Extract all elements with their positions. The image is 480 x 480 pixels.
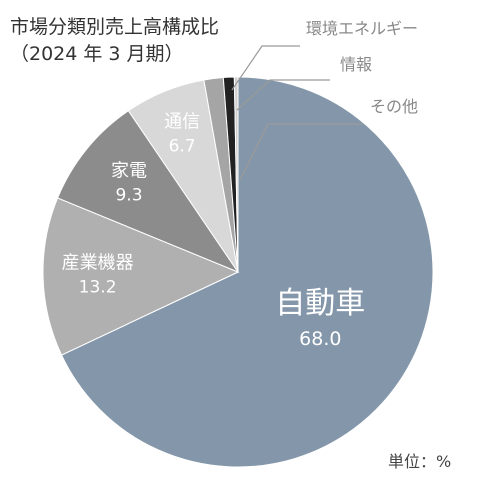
slice-label-other: その他 (370, 97, 418, 116)
leader-line-environment-energy (231, 45, 300, 91)
chart-title-line1: 市場分類別売上高構成比 (10, 16, 220, 38)
pie-slice-other (233, 76, 239, 273)
slice-value-industrial-equipment: 13.2 (79, 278, 117, 298)
slice-label-environment-energy: 環境エネルギー (306, 19, 418, 38)
slice-label-home-appliances: 家電 (111, 161, 147, 182)
chart-title: 市場分類別売上高構成比 （2024 年 3 月期） (10, 14, 219, 68)
unit-label: 単位：% (388, 452, 452, 471)
slice-value-automotive: 68.0 (299, 328, 341, 350)
pie-slice-automotive (60, 76, 434, 468)
slice-label-telecommunications: 通信 (164, 112, 200, 133)
leader-line-information (236, 79, 330, 111)
slice-label-industrial-equipment: 産業機器 (62, 253, 134, 274)
leader-line-other (239, 123, 362, 181)
slice-label-automotive: 自動車 (275, 286, 365, 321)
pie-slice-home-appliances (56, 110, 240, 274)
slice-label-information: 情報 (340, 55, 372, 74)
pie-slice-industrial-equipment (42, 197, 240, 356)
slice-value-telecommunications: 6.7 (169, 137, 196, 157)
slice-value-home-appliances: 9.3 (115, 186, 142, 206)
chart-title-line2: （2024 年 3 月期） (10, 43, 184, 65)
